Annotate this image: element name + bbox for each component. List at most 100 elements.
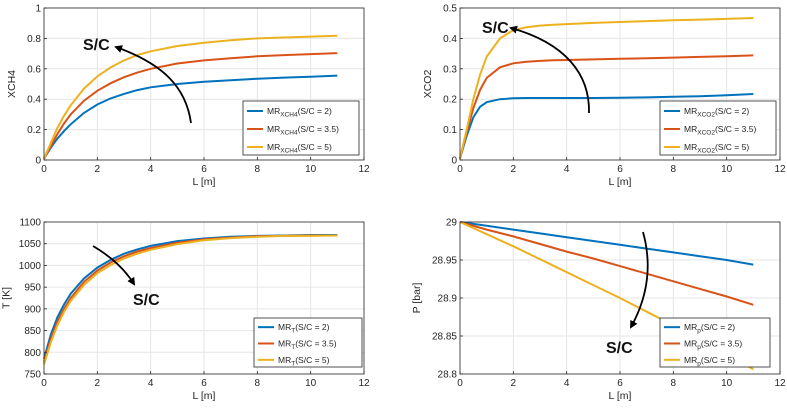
legend-suffix: (S/C = 5) (298, 142, 332, 152)
legend-name: MR (278, 355, 291, 365)
y-tick-label: 0.4 (443, 34, 457, 45)
legend-subscript: XCH4 (280, 130, 298, 137)
legend-name: MR (684, 124, 697, 134)
legend: MRT(S/C = 2)MRT(S/C = 3.5)MRT(S/C = 5) (253, 317, 363, 368)
chart-panel-3: 0 2 4 6 8 10 12 750 800 850 900 950 1000 1050 1100 L [m… (1, 218, 370, 403)
x-tick-label: 2 (511, 378, 517, 389)
y-tick-label: 850 (24, 326, 41, 337)
series-line-1 (459, 93, 754, 159)
x-tick-label: 4 (564, 378, 570, 389)
y-tick-label: 950 (24, 283, 41, 294)
y-tick-label: 0 (451, 156, 457, 167)
legend-entry-1: MRp(S/C = 2) (684, 322, 735, 335)
sc-annotation: S/C (83, 37, 110, 54)
y-tick-label: 0.6 (27, 64, 41, 75)
legend-suffix: (S/C = 3.5) (295, 339, 337, 349)
sc-annotation: S/C (606, 340, 633, 357)
x-tick-label: 8 (255, 378, 261, 389)
series-line-3 (459, 17, 754, 159)
series-line-3 (43, 34, 338, 159)
sc-annotation: S/C (133, 292, 160, 309)
x-tick-label: 4 (148, 378, 154, 389)
x-tick-label: 4 (148, 164, 154, 175)
x-tick-label: 6 (201, 378, 207, 389)
legend-entry-3: MRp(S/C = 5) (684, 355, 735, 368)
x-tick-label: 12 (774, 378, 786, 389)
x-tick-label: 10 (721, 164, 733, 175)
legend-entry-1: MRXCH4(S/C = 2) (267, 106, 332, 119)
legend-suffix: (S/C = 2) (701, 322, 735, 332)
x-axis-label: L [m] (609, 390, 632, 402)
y-tick-label: 0.1 (443, 125, 457, 136)
x-axis-label: L [m] (609, 176, 632, 188)
legend-subscript: XCH4 (280, 112, 298, 119)
legend-entry-2: MRXCH4(S/C = 3.5) (267, 124, 339, 137)
series-line-1 (43, 74, 338, 160)
x-tick-label: 0 (41, 164, 47, 175)
legend-name: MR (684, 355, 697, 365)
x-tick-label: 4 (564, 164, 570, 175)
legend-name: MR (278, 339, 291, 349)
series-line-2 (459, 221, 754, 306)
legend-name: MR (278, 322, 291, 332)
legend-entry-2: MRXCO2(S/C = 3.5) (684, 124, 756, 137)
sc-arrow (114, 45, 192, 124)
legend-name: MR (684, 106, 697, 116)
y-tick-label: 0.4 (27, 95, 41, 106)
x-tick-label: 2 (95, 164, 101, 175)
legend-suffix: (S/C = 3.5) (715, 124, 757, 134)
x-tick-label: 10 (305, 378, 317, 389)
y-tick-label: 800 (24, 348, 41, 359)
y-tick-label: 29 (446, 218, 458, 229)
legend-suffix: (S/C = 5) (701, 355, 735, 365)
x-tick-label: 0 (457, 164, 463, 175)
x-axis-label: L [m] (193, 176, 216, 188)
legend-subscript: XCO2 (697, 112, 715, 119)
legend-entry-2: MRT(S/C = 3.5) (278, 339, 337, 352)
x-tick-label: 12 (358, 164, 370, 175)
legend-subscript: XCO2 (697, 130, 715, 137)
series-line-3 (43, 234, 338, 365)
y-tick-label: 1000 (19, 261, 42, 272)
legend-subscript: T (291, 344, 295, 351)
y-tick-label: 900 (24, 304, 41, 315)
legend-entry-3: MRT(S/C = 5) (278, 355, 330, 368)
x-tick-label: 6 (201, 164, 207, 175)
y-tick-label: 0.2 (27, 125, 41, 136)
legend-suffix: (S/C = 2) (715, 106, 749, 116)
legend: MRXCO2(S/C = 2)MRXCO2(S/C = 3.5)MRXCO2(S… (659, 100, 777, 156)
y-tick-label: 0 (35, 156, 41, 167)
y-tick-label: 750 (24, 370, 41, 381)
sc-annotation: S/C (482, 20, 509, 37)
x-tick-label: 8 (671, 164, 677, 175)
x-tick-label: 0 (457, 378, 463, 389)
chart-panel-4: 0 2 4 6 8 10 12 28.8 28.85 28.9 28.95 29 L [m] P [bar… (411, 218, 786, 403)
legend-suffix: (S/C = 5) (295, 355, 329, 365)
series-line-1 (459, 221, 754, 266)
legend-entry-2: MRp(S/C = 3.5) (684, 339, 742, 352)
series-line-2 (459, 54, 754, 159)
legend-subscript: p (697, 344, 701, 351)
legend-name: MR (267, 106, 280, 116)
y-tick-label: 1050 (19, 239, 42, 250)
legend-suffix: (S/C = 2) (298, 106, 332, 116)
y-axis-label: P [bar] (411, 283, 423, 314)
legend-entry-3: MRXCH4(S/C = 5) (267, 142, 332, 155)
legend-subscript: p (697, 360, 701, 367)
x-tick-label: 2 (95, 378, 101, 389)
x-tick-label: 8 (671, 378, 677, 389)
sc-arrow (509, 25, 590, 114)
y-tick-label: 0.5 (443, 4, 457, 15)
legend-subscript: T (291, 328, 295, 335)
legend-subscript: XCO2 (697, 148, 715, 155)
legend: MRXCH4(S/C = 2)MRXCH4(S/C = 3.5)MRXCH4(S… (242, 100, 360, 156)
y-tick-label: 0.3 (443, 64, 457, 75)
y-axis-label: T [K] (1, 287, 13, 309)
legend-subscript: XCH4 (280, 148, 298, 155)
y-tick-label: 28.9 (438, 294, 458, 305)
y-tick-label: 0.2 (443, 95, 457, 106)
legend-subscript: p (697, 328, 701, 335)
